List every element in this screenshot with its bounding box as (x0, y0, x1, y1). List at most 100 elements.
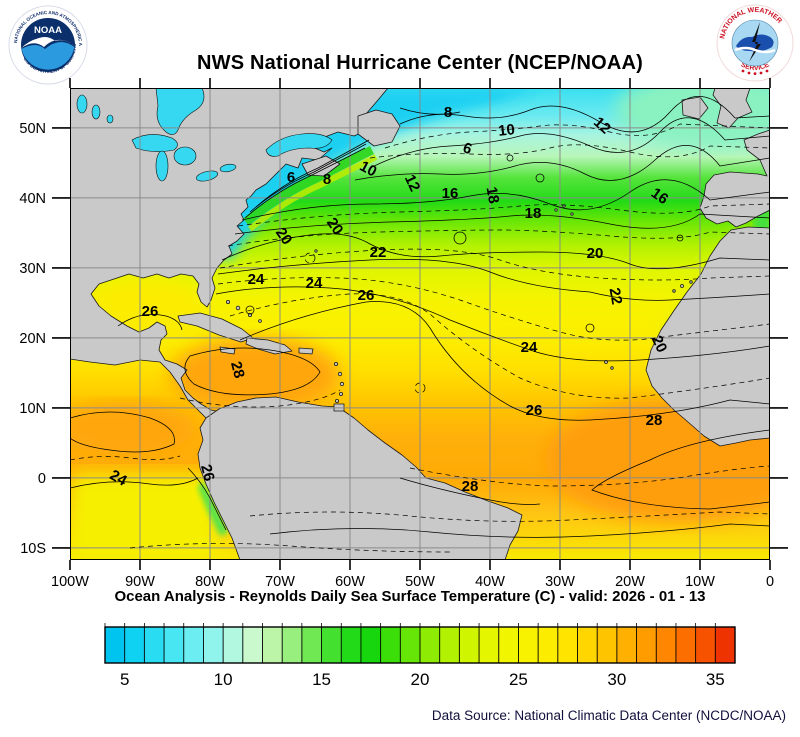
landmass-europe (699, 129, 770, 228)
contour-label: 24 (521, 339, 538, 356)
noaa-seagull-icon (21, 37, 75, 48)
colorbar-cell (439, 627, 460, 663)
data-source-text: Data Source: National Climatic Data Cent… (431, 708, 786, 723)
landmass-great-britain (712, 88, 753, 129)
colorbar-cell (183, 627, 204, 663)
colorbar-label: 25 (509, 670, 528, 689)
noaa-logo: NATIONAL OCEANIC AND ATMOSPHERIC ADMINIS… (8, 5, 88, 85)
inland-water (76, 88, 333, 182)
lat-tick-label: 10S (20, 541, 46, 557)
lat-tick-label: 10N (19, 401, 46, 417)
landmass-south-america (197, 396, 523, 560)
contour-label: 24 (107, 467, 131, 490)
lon-tick-label: 60W (335, 574, 365, 590)
lon-tick-label: 10W (685, 574, 715, 590)
contour-label: 24 (248, 271, 265, 288)
svg-text:SERVICE: SERVICE (740, 61, 771, 72)
contour-label: 20 (323, 215, 346, 238)
colorbar-cell (675, 627, 696, 663)
landmass-ireland (681, 96, 709, 120)
contour-label: 20 (648, 333, 670, 355)
lon-tick-label: 100W (51, 574, 89, 590)
colorbar-cell (616, 627, 637, 663)
contour-label: 20 (587, 245, 604, 262)
lon-tick-label: 80W (195, 574, 225, 590)
contour-label: 16 (648, 185, 671, 208)
contour-label: 12 (401, 172, 423, 194)
colorbar-label: 30 (607, 670, 626, 689)
colorbar-cell (498, 627, 519, 663)
map-caption: Ocean Analysis - Reynolds Daily Sea Surf… (114, 588, 706, 605)
lon-tick-label: 40W (475, 574, 505, 590)
nws-ring-bottom-text: SERVICE (740, 61, 771, 72)
contour-label: 8 (323, 171, 331, 188)
colorbar-cell (144, 627, 165, 663)
contour-label: 28 (462, 478, 479, 495)
colorbar-cell (301, 627, 322, 663)
contour-label: 26 (142, 303, 159, 320)
colorbar-cell (538, 627, 558, 663)
contour-label: 22 (606, 287, 626, 306)
contour-label: 22 (370, 244, 387, 261)
colorbar-cell (105, 627, 125, 663)
colorbar-cell (321, 627, 342, 663)
colorbar-cell (242, 627, 263, 663)
colorbar-cell (124, 627, 145, 663)
colorbar-frame (104, 626, 736, 664)
lon-tick-label: 20W (615, 574, 645, 590)
lake-erie (195, 170, 219, 182)
colorbar-label: 5 (120, 670, 129, 689)
contour-label: 28 (646, 412, 663, 429)
contour-label: 24 (306, 275, 323, 292)
contour-label: 26 (358, 287, 375, 304)
contour-label: 10 (497, 121, 515, 140)
colorbar-cell (557, 627, 578, 663)
contour-label: 10 (357, 158, 380, 181)
contour-label: 8 (444, 104, 452, 121)
lake-ontario (219, 163, 237, 173)
hudson-bay (155, 88, 205, 135)
colorbar-cell (341, 627, 361, 663)
contour-label: 16 (442, 185, 459, 202)
contour-label: 6 (287, 169, 295, 186)
contour-label: 28 (227, 360, 248, 381)
colorbar-cell (695, 627, 716, 663)
lat-tick-label: 50N (19, 121, 46, 137)
colorbar-cell (459, 627, 480, 663)
contour-label: 18 (525, 205, 542, 222)
colorbar-cell (577, 627, 598, 663)
sst-contours-dashed (70, 123, 770, 553)
colorbar-label: 20 (411, 670, 430, 689)
lon-tick-label: 0 (766, 574, 774, 590)
graticule (70, 88, 770, 560)
noaa-acronym: NOAA (34, 25, 62, 36)
colorbar-cell (282, 627, 302, 663)
lat-tick-label: 40N (19, 191, 46, 207)
lake-michigan (155, 150, 169, 182)
nws-logo: NATIONAL WEATHER SERVICE (716, 4, 794, 82)
colorbar-cell (164, 627, 184, 663)
lon-tick-label: 30W (545, 574, 575, 590)
colorbar-cell (400, 627, 420, 663)
colorbar-cell (262, 627, 283, 663)
colorbar-cell (360, 627, 381, 663)
colorbar-label: 35 (706, 670, 725, 689)
colorbar-cell (597, 627, 617, 663)
lon-tick-label: 50W (405, 574, 435, 590)
colorbar-cell (518, 627, 539, 663)
colorbar-cell (223, 627, 243, 663)
lake-huron (173, 146, 197, 166)
sst-colorbar: 5 10 15 20 25 30 35 (104, 623, 736, 689)
landmass-africa (645, 226, 770, 447)
landmasses (70, 88, 770, 560)
lat-tick-label: 30N (19, 261, 46, 277)
contour-label: 18 (483, 186, 503, 205)
colorbar-cell (715, 627, 735, 663)
colorbar-label: 15 (312, 670, 331, 689)
colorbar-cell (420, 627, 440, 663)
lat-tick-label: 0 (38, 471, 46, 487)
lat-tick-label: 20N (19, 331, 46, 347)
